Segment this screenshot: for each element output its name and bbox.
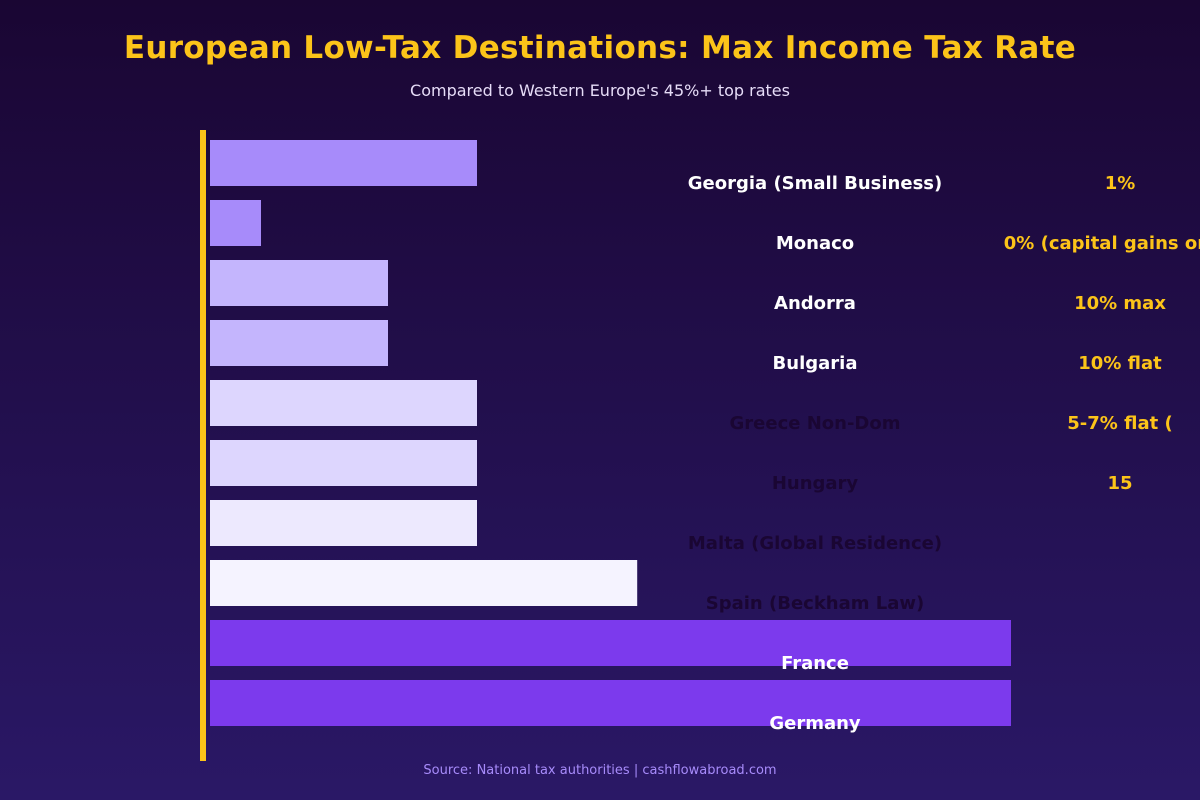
bar (210, 620, 1011, 666)
category-label: Malta (Global Residence) (688, 533, 942, 554)
bar (210, 200, 261, 246)
category-label: Greece Non-Dom (730, 413, 901, 434)
bar (210, 260, 388, 306)
bar (210, 380, 477, 426)
category-label: Monaco (776, 233, 854, 254)
category-label: France (781, 653, 849, 674)
value-label: 5-7% flat ( (1067, 413, 1172, 434)
bar (210, 680, 1011, 726)
bar (210, 560, 638, 606)
value-label: 10% max (1074, 293, 1166, 314)
value-label: 10% flat (1078, 353, 1162, 374)
value-label: 1% (1105, 173, 1136, 194)
category-label: Georgia (Small Business) (688, 173, 943, 194)
y-axis-line (200, 130, 206, 761)
category-label: Germany (769, 713, 861, 734)
category-label: Spain (Beckham Law) (706, 593, 925, 614)
value-label: 0% (capital gains only) (1004, 233, 1200, 254)
category-label: Hungary (772, 473, 859, 494)
chart-title: European Low-Tax Destinations: Max Incom… (123, 30, 1077, 66)
bar (210, 320, 388, 366)
category-label: Bulgaria (773, 353, 858, 374)
chart-subtitle: Compared to Western Europe's 45%+ top ra… (410, 81, 790, 100)
bar (210, 500, 477, 546)
chart-source: Source: National tax authorities | cashf… (423, 763, 777, 778)
bar (210, 440, 477, 486)
value-label: 15 (1107, 473, 1132, 494)
category-label: Andorra (774, 293, 856, 314)
bar (210, 140, 477, 186)
